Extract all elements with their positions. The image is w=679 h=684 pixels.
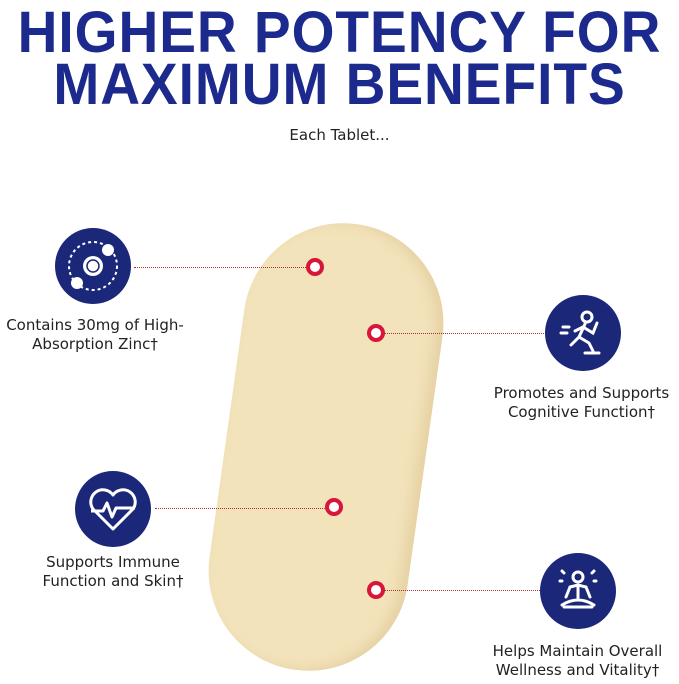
running-person-icon: [545, 295, 621, 371]
zinc-orbit-icon: [55, 228, 131, 304]
heading-line-2: MAXIMUM BENEFITS: [53, 52, 626, 117]
subheading: Each Tablet...: [289, 126, 390, 144]
marker-dot: [325, 498, 343, 516]
heading-line-1: HIGHER POTENCY FOR: [17, 0, 662, 65]
label-line: Supports Immune: [46, 553, 180, 571]
connector-line: [384, 333, 544, 334]
label-line: Helps Maintain Overall: [492, 642, 663, 660]
heart-pulse-icon: [75, 471, 151, 547]
meditation-icon: [540, 553, 616, 629]
marker-dot: [367, 324, 385, 342]
label-line: Contains 30mg of High-: [6, 316, 184, 334]
label-line: Promotes and Supports: [493, 384, 670, 402]
label-line: Function and Skin†: [42, 572, 184, 590]
benefit-label-cognitive: Promotes and Supports Cognitive Function†: [484, 384, 679, 422]
benefit-label-wellness: Helps Maintain Overall Wellness and Vital…: [480, 642, 675, 680]
connector-line: [134, 267, 308, 268]
benefit-label-immune: Supports Immune Function and Skin†: [28, 553, 198, 591]
label-line: Wellness and Vitality†: [495, 661, 660, 679]
benefit-label-zinc: Contains 30mg of High- Absorption Zinc†: [0, 316, 190, 354]
marker-dot: [367, 581, 385, 599]
marker-dot: [306, 258, 324, 276]
label-line: Absorption Zinc†: [32, 335, 158, 353]
connector-line: [384, 590, 540, 591]
connector-line: [155, 508, 327, 509]
label-line: Cognitive Function†: [507, 403, 656, 421]
tablet-image: [195, 210, 457, 684]
